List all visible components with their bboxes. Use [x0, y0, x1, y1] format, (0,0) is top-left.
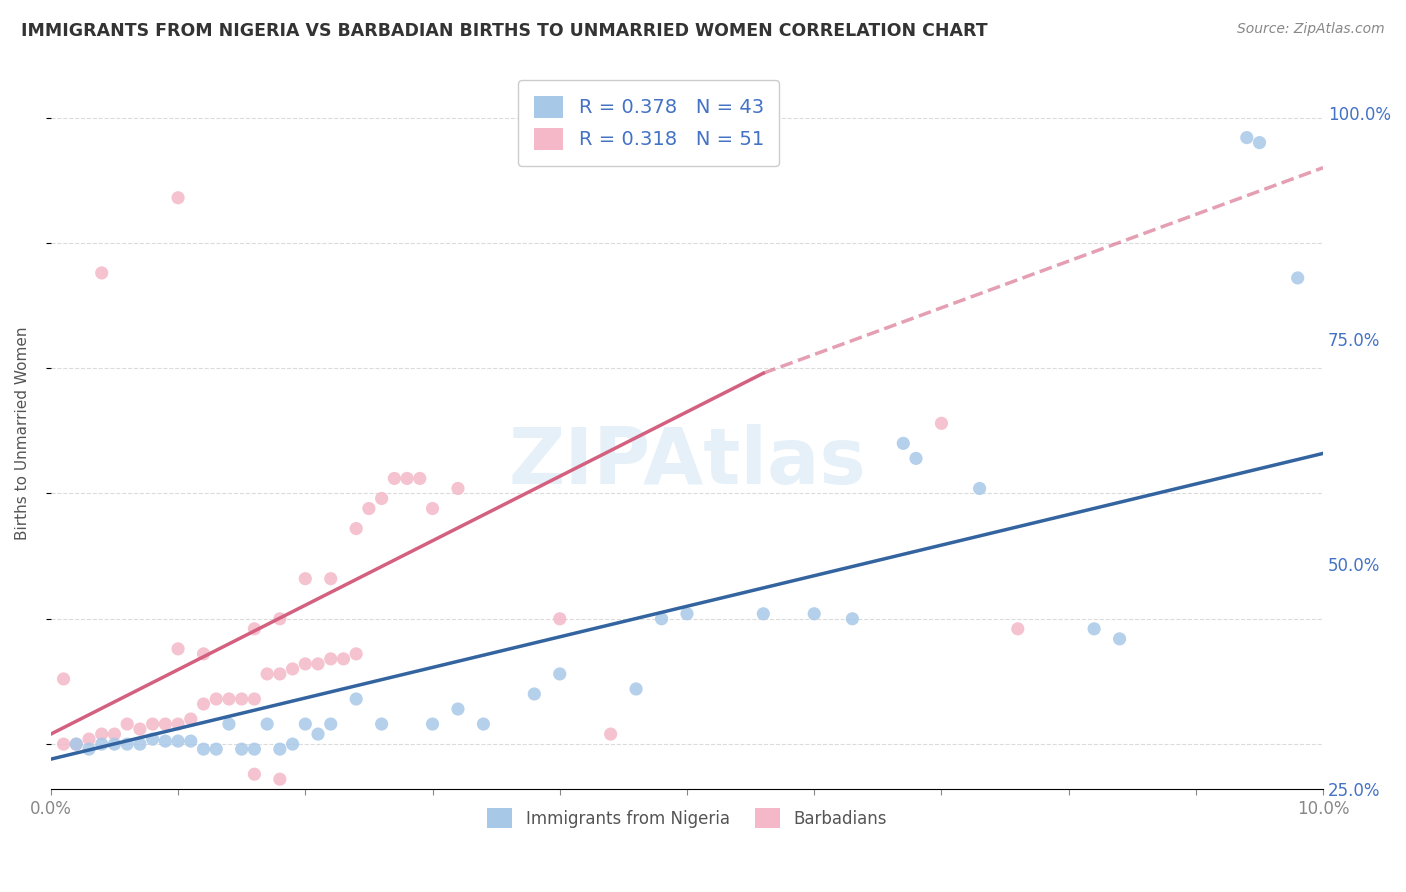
- Point: [931, 417, 953, 431]
- Point: [651, 612, 673, 626]
- Point: [103, 737, 125, 751]
- Point: [180, 734, 202, 748]
- Point: [155, 717, 177, 731]
- Point: [193, 647, 215, 661]
- Point: [193, 697, 215, 711]
- Point: [752, 607, 775, 621]
- Point: [841, 612, 863, 626]
- Point: [904, 451, 927, 466]
- Point: [128, 722, 150, 736]
- Point: [243, 692, 266, 706]
- Point: [447, 482, 470, 496]
- Point: [205, 692, 228, 706]
- Point: [193, 742, 215, 756]
- Text: IMMIGRANTS FROM NIGERIA VS BARBADIAN BIRTHS TO UNMARRIED WOMEN CORRELATION CHART: IMMIGRANTS FROM NIGERIA VS BARBADIAN BIR…: [21, 22, 987, 40]
- Point: [167, 641, 190, 656]
- Point: [447, 702, 470, 716]
- Point: [370, 491, 392, 506]
- Point: [396, 471, 419, 485]
- Y-axis label: Births to Unmarried Women: Births to Unmarried Women: [15, 326, 30, 540]
- Point: [357, 501, 380, 516]
- Point: [281, 662, 304, 676]
- Point: [128, 737, 150, 751]
- Point: [676, 607, 699, 621]
- Point: [409, 471, 432, 485]
- Point: [103, 727, 125, 741]
- Point: [90, 737, 112, 751]
- Point: [142, 732, 165, 747]
- Point: [269, 667, 291, 681]
- Point: [1083, 622, 1105, 636]
- Point: [891, 436, 914, 450]
- Point: [332, 652, 354, 666]
- Point: [319, 572, 342, 586]
- Point: [307, 657, 329, 671]
- Point: [422, 501, 444, 516]
- Point: [167, 191, 190, 205]
- Point: [599, 727, 621, 741]
- Point: [281, 737, 304, 751]
- Point: [294, 572, 316, 586]
- Point: [803, 607, 825, 621]
- Point: [319, 717, 342, 731]
- Point: [307, 727, 329, 741]
- Text: Source: ZipAtlas.com: Source: ZipAtlas.com: [1237, 22, 1385, 37]
- Point: [155, 734, 177, 748]
- Point: [1249, 136, 1271, 150]
- Point: [77, 742, 100, 756]
- Point: [205, 742, 228, 756]
- Point: [1286, 271, 1309, 285]
- Point: [382, 471, 405, 485]
- Point: [1108, 632, 1130, 646]
- Point: [548, 667, 571, 681]
- Point: [1007, 622, 1029, 636]
- Point: [269, 612, 291, 626]
- Point: [1236, 130, 1258, 145]
- Point: [256, 667, 278, 681]
- Point: [115, 737, 138, 751]
- Point: [269, 772, 291, 787]
- Point: [294, 657, 316, 671]
- Point: [269, 742, 291, 756]
- Point: [142, 717, 165, 731]
- Point: [180, 712, 202, 726]
- Point: [231, 742, 253, 756]
- Point: [1185, 822, 1208, 837]
- Point: [370, 717, 392, 731]
- Point: [548, 612, 571, 626]
- Point: [218, 692, 240, 706]
- Point: [90, 727, 112, 741]
- Point: [243, 767, 266, 781]
- Point: [52, 737, 75, 751]
- Point: [422, 717, 444, 731]
- Point: [624, 681, 647, 696]
- Point: [243, 742, 266, 756]
- Point: [167, 734, 190, 748]
- Point: [969, 482, 991, 496]
- Point: [52, 672, 75, 686]
- Point: [65, 737, 87, 751]
- Point: [218, 717, 240, 731]
- Point: [344, 692, 367, 706]
- Point: [167, 717, 190, 731]
- Point: [319, 652, 342, 666]
- Legend: Immigrants from Nigeria, Barbadians: Immigrants from Nigeria, Barbadians: [481, 802, 893, 834]
- Point: [344, 647, 367, 661]
- Point: [243, 622, 266, 636]
- Point: [472, 717, 495, 731]
- Point: [231, 692, 253, 706]
- Point: [77, 732, 100, 747]
- Point: [523, 687, 546, 701]
- Point: [115, 717, 138, 731]
- Point: [65, 737, 87, 751]
- Point: [294, 717, 316, 731]
- Point: [256, 717, 278, 731]
- Point: [344, 522, 367, 536]
- Point: [90, 266, 112, 280]
- Text: ZIPAtlas: ZIPAtlas: [508, 424, 866, 500]
